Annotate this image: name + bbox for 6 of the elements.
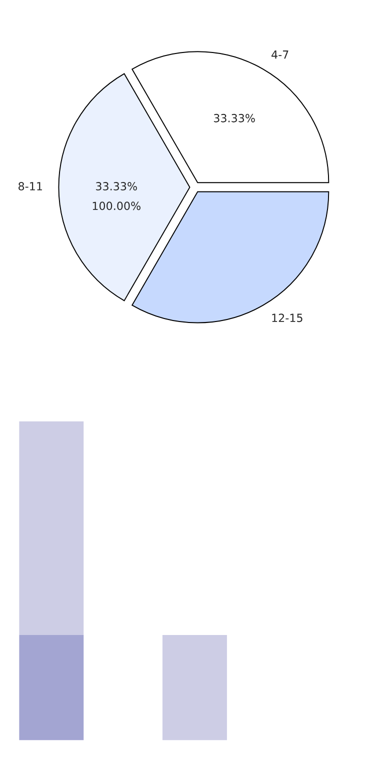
text: 100.00%	[92, 202, 140, 210]
data-label: 33.33%	[96, 182, 137, 190]
slice-label: 12-15	[272, 314, 302, 322]
slice-label: 8-11	[18, 182, 42, 190]
slice-label: 4-7	[272, 50, 288, 59]
data-label: 33.33%	[214, 114, 255, 122]
